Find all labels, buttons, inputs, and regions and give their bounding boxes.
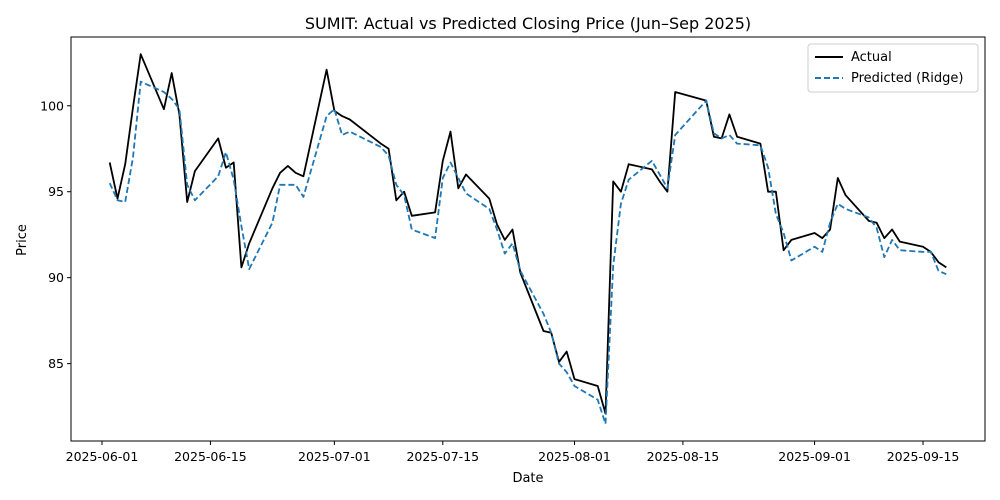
x-tick-label: 2025-07-01 bbox=[298, 449, 371, 464]
legend-box bbox=[807, 43, 979, 93]
x-tick-label: 2025-08-15 bbox=[647, 449, 720, 464]
x-tick-label: 2025-09-15 bbox=[887, 449, 960, 464]
legend: Actual Predicted (Ridge) bbox=[807, 43, 979, 93]
y-tick-label: 85 bbox=[48, 356, 64, 371]
chart-title: SUMIT: Actual vs Predicted Closing Price… bbox=[305, 14, 751, 33]
y-tick-label: 95 bbox=[48, 184, 64, 199]
x-tick-label: 2025-06-15 bbox=[174, 449, 247, 464]
x-tick-label: 2025-06-01 bbox=[66, 449, 139, 464]
legend-label-predicted: Predicted (Ridge) bbox=[851, 71, 963, 86]
plot-frame bbox=[70, 36, 986, 442]
legend-label-actual: Actual bbox=[851, 50, 892, 65]
y-axis: 85 90 95 100 bbox=[40, 98, 71, 371]
x-axis-label: Date bbox=[512, 471, 543, 486]
x-axis: 2025-06-01 2025-06-15 2025-07-01 2025-07-15… bbox=[66, 441, 960, 464]
plot-lines bbox=[108, 53, 947, 425]
series-line-predicted bbox=[108, 80, 947, 425]
x-tick-label: 2025-07-15 bbox=[406, 449, 479, 464]
y-tick-label: 90 bbox=[48, 270, 64, 285]
y-tick-label: 100 bbox=[40, 98, 64, 113]
x-tick-label: 2025-08-01 bbox=[538, 449, 611, 464]
y-axis-label: Price bbox=[15, 224, 30, 256]
x-tick-label: 2025-09-01 bbox=[778, 449, 851, 464]
